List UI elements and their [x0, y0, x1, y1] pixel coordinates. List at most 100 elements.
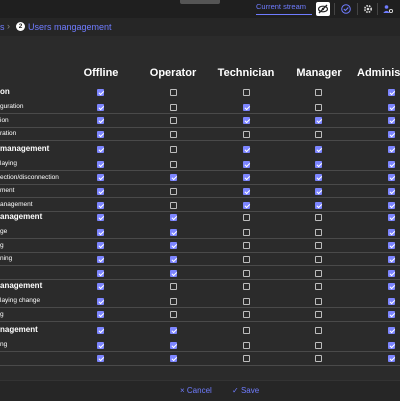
section-select-all-checkbox[interactable]: [388, 283, 395, 290]
current-stream-select[interactable]: Current stream ▾: [256, 2, 320, 15]
section-select-all-checkbox[interactable]: [243, 327, 250, 334]
section-select-all-checkbox[interactable]: [315, 89, 322, 96]
permission-checkbox[interactable]: [315, 117, 322, 125]
section-select-all-checkbox[interactable]: [315, 283, 322, 290]
permission-checkbox[interactable]: [97, 160, 104, 168]
permission-checkbox[interactable]: [388, 255, 395, 263]
section-select-all-checkbox[interactable]: [170, 146, 177, 153]
permission-checkbox[interactable]: [243, 355, 250, 363]
section-select-all-checkbox[interactable]: [243, 146, 250, 153]
section-select-all-checkbox[interactable]: [243, 89, 250, 96]
breadcrumb-previous-step[interactable]: s: [0, 22, 5, 32]
permission-checkbox[interactable]: [170, 228, 177, 236]
permission-checkbox[interactable]: [170, 130, 177, 138]
permission-checkbox[interactable]: [243, 255, 250, 263]
permission-checkbox[interactable]: [97, 117, 104, 125]
permission-checkbox[interactable]: [315, 187, 322, 195]
permission-checkbox[interactable]: [97, 130, 104, 138]
permission-checkbox[interactable]: [170, 174, 177, 182]
permission-checkbox[interactable]: [97, 297, 104, 305]
gear-icon[interactable]: [361, 2, 375, 16]
permission-checkbox[interactable]: [97, 269, 104, 277]
section-select-all-checkbox[interactable]: [243, 214, 250, 221]
save-button[interactable]: ✓ Save: [232, 386, 259, 395]
section-select-all-checkbox[interactable]: [243, 283, 250, 290]
section-select-all-checkbox[interactable]: [97, 146, 104, 153]
permission-checkbox[interactable]: [315, 242, 322, 250]
permission-checkbox[interactable]: [243, 228, 250, 236]
permission-checkbox[interactable]: [243, 341, 250, 349]
section-select-all-checkbox[interactable]: [97, 283, 104, 290]
permission-checkbox[interactable]: [97, 201, 104, 209]
users-gear-icon[interactable]: [381, 2, 395, 16]
section-select-all-checkbox[interactable]: [170, 327, 177, 334]
permission-checkbox[interactable]: [315, 297, 322, 305]
permission-checkbox[interactable]: [97, 341, 104, 349]
permission-checkbox[interactable]: [97, 255, 104, 263]
permission-checkbox[interactable]: [243, 201, 250, 209]
section-select-all-checkbox[interactable]: [170, 283, 177, 290]
permission-checkbox[interactable]: [315, 174, 322, 182]
permission-checkbox[interactable]: [388, 201, 395, 209]
permission-checkbox[interactable]: [388, 117, 395, 125]
section-select-all-checkbox[interactable]: [170, 89, 177, 96]
permission-checkbox[interactable]: [315, 311, 322, 319]
permission-checkbox[interactable]: [170, 341, 177, 349]
permission-checkbox[interactable]: [388, 187, 395, 195]
permission-checkbox[interactable]: [243, 174, 250, 182]
permission-checkbox[interactable]: [97, 103, 104, 111]
permission-checkbox[interactable]: [243, 117, 250, 125]
permission-checkbox[interactable]: [243, 242, 250, 250]
permission-checkbox[interactable]: [97, 228, 104, 236]
permission-checkbox[interactable]: [97, 187, 104, 195]
permission-checkbox[interactable]: [315, 130, 322, 138]
permission-checkbox[interactable]: [388, 130, 395, 138]
permission-checkbox[interactable]: [170, 255, 177, 263]
permission-checkbox[interactable]: [315, 341, 322, 349]
permission-checkbox[interactable]: [170, 355, 177, 363]
check-circle-icon[interactable]: [339, 2, 353, 16]
permission-checkbox[interactable]: [243, 269, 250, 277]
permission-checkbox[interactable]: [388, 269, 395, 277]
drag-handle[interactable]: [180, 0, 220, 4]
permission-checkbox[interactable]: [243, 187, 250, 195]
permission-checkbox[interactable]: [388, 355, 395, 363]
section-select-all-checkbox[interactable]: [388, 89, 395, 96]
permission-checkbox[interactable]: [388, 311, 395, 319]
permission-checkbox[interactable]: [388, 297, 395, 305]
section-select-all-checkbox[interactable]: [97, 89, 104, 96]
section-select-all-checkbox[interactable]: [97, 214, 104, 221]
permission-checkbox[interactable]: [170, 242, 177, 250]
permission-checkbox[interactable]: [315, 103, 322, 111]
section-select-all-checkbox[interactable]: [97, 327, 104, 334]
section-select-all-checkbox[interactable]: [170, 214, 177, 221]
cancel-button[interactable]: × Cancel: [180, 386, 212, 395]
permission-checkbox[interactable]: [170, 269, 177, 277]
permission-checkbox[interactable]: [170, 187, 177, 195]
permission-checkbox[interactable]: [315, 355, 322, 363]
permission-checkbox[interactable]: [315, 269, 322, 277]
section-select-all-checkbox[interactable]: [388, 327, 395, 334]
permission-checkbox[interactable]: [243, 130, 250, 138]
section-select-all-checkbox[interactable]: [315, 146, 322, 153]
eye-off-icon[interactable]: [316, 2, 330, 16]
permission-checkbox[interactable]: [315, 201, 322, 209]
section-select-all-checkbox[interactable]: [388, 146, 395, 153]
permission-checkbox[interactable]: [170, 297, 177, 305]
permission-checkbox[interactable]: [243, 311, 250, 319]
permission-checkbox[interactable]: [170, 103, 177, 111]
permission-checkbox[interactable]: [388, 160, 395, 168]
permission-checkbox[interactable]: [315, 160, 322, 168]
section-select-all-checkbox[interactable]: [388, 214, 395, 221]
permission-checkbox[interactable]: [388, 341, 395, 349]
permission-checkbox[interactable]: [388, 228, 395, 236]
permission-checkbox[interactable]: [97, 311, 104, 319]
permission-checkbox[interactable]: [315, 255, 322, 263]
permission-checkbox[interactable]: [315, 228, 322, 236]
permission-checkbox[interactable]: [170, 311, 177, 319]
permission-checkbox[interactable]: [170, 117, 177, 125]
permission-checkbox[interactable]: [388, 174, 395, 182]
permission-checkbox[interactable]: [388, 103, 395, 111]
permission-checkbox[interactable]: [170, 160, 177, 168]
permission-checkbox[interactable]: [97, 355, 104, 363]
